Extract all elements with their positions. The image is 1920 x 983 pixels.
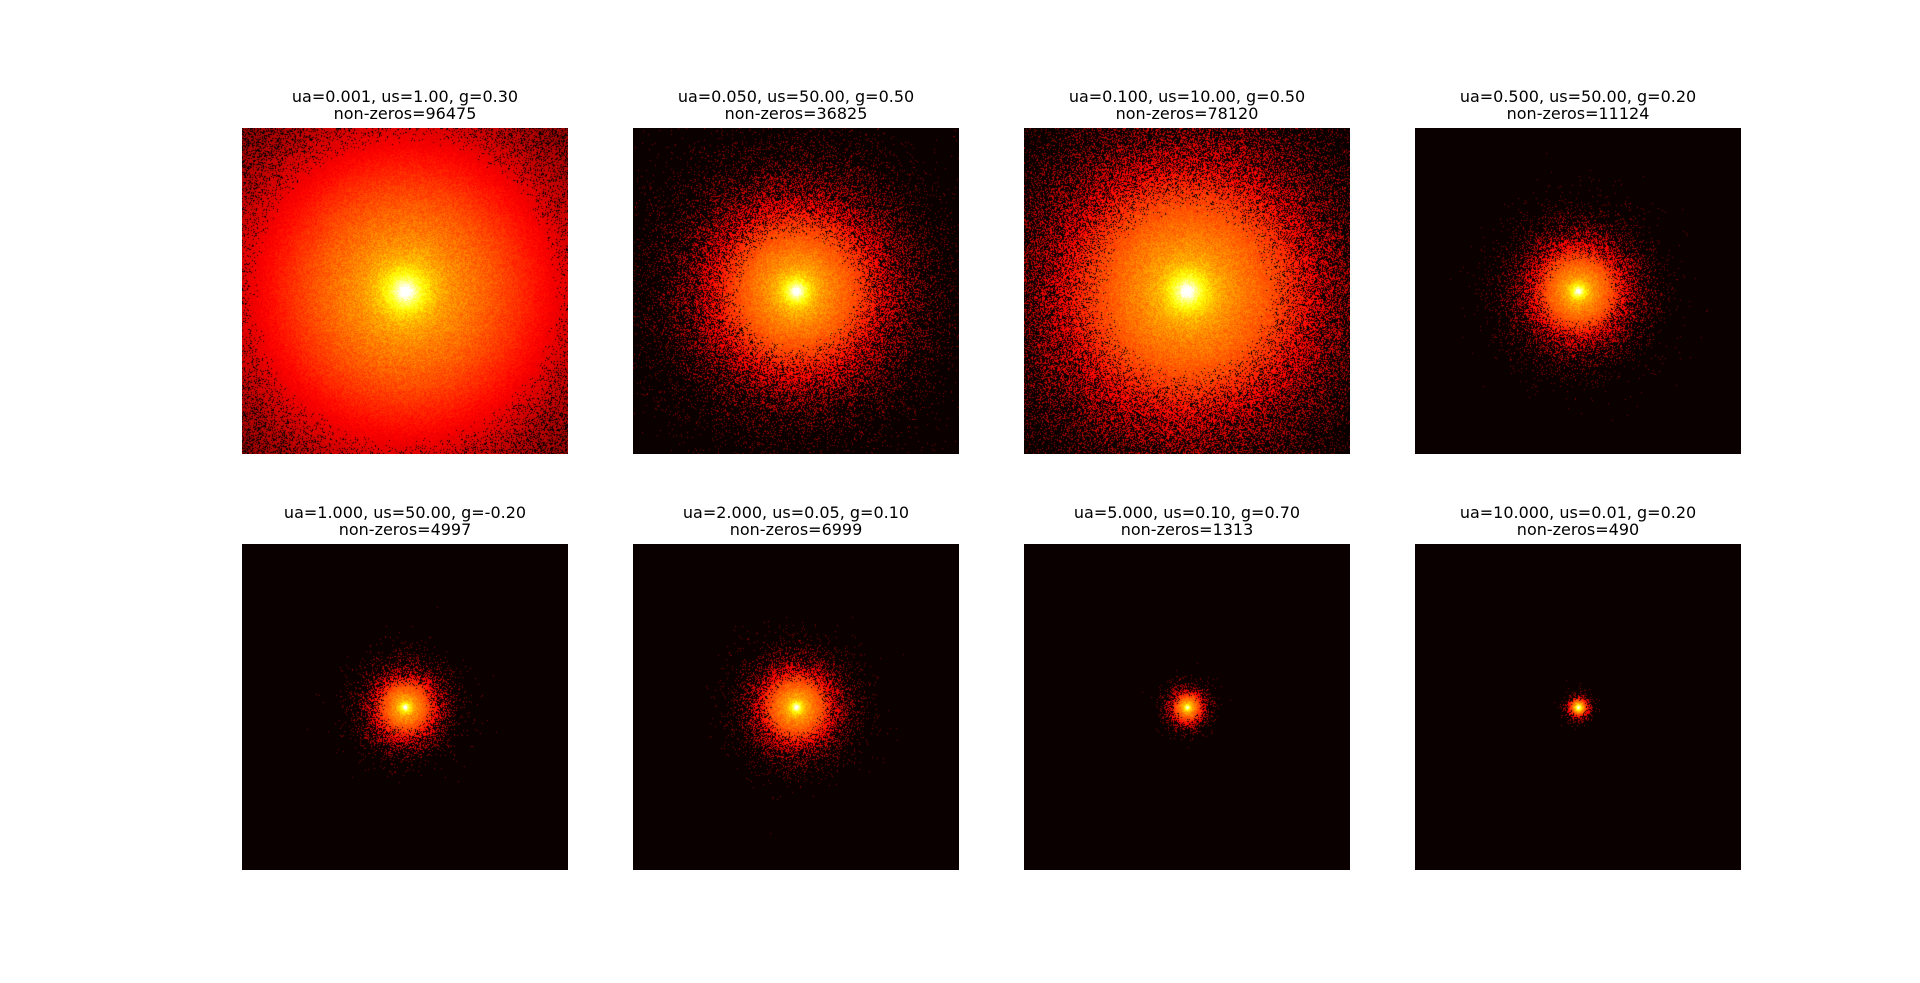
panel-title: ua=5.000, us=0.10, g=0.70 non-zeros=1313 (1024, 504, 1350, 538)
panel-title-nonzeros: non-zeros=4997 (338, 520, 472, 539)
heatmap-image (633, 128, 959, 454)
heatmap-image (1415, 128, 1741, 454)
panel-title: ua=0.500, us=50.00, g=0.20 non-zeros=111… (1415, 88, 1741, 122)
panel-title-nonzeros: non-zeros=490 (1516, 520, 1640, 539)
heatmap-image (1024, 544, 1350, 870)
heatmap-image (242, 544, 568, 870)
panel-title-params: ua=10.000, us=0.01, g=0.20 (1459, 503, 1697, 522)
panel-title: ua=2.000, us=0.05, g=0.10 non-zeros=6999 (633, 504, 959, 538)
heatmap-image (242, 128, 568, 454)
panel-title: ua=0.100, us=10.00, g=0.50 non-zeros=781… (1024, 88, 1350, 122)
heatmap-image (1415, 544, 1741, 870)
panel-title-nonzeros: non-zeros=78120 (1115, 104, 1259, 123)
panel-title-nonzeros: non-zeros=36825 (724, 104, 868, 123)
panel-title-params: ua=2.000, us=0.05, g=0.10 (682, 503, 910, 522)
panel-title-nonzeros: non-zeros=1313 (1120, 520, 1254, 539)
heatmap-image (633, 544, 959, 870)
panel-title-params: ua=1.000, us=50.00, g=-0.20 (283, 503, 527, 522)
panel-title-params: ua=0.100, us=10.00, g=0.50 (1068, 87, 1306, 106)
panel-title-params: ua=5.000, us=0.10, g=0.70 (1073, 503, 1301, 522)
panel-title-nonzeros: non-zeros=6999 (729, 520, 863, 539)
panel-title-nonzeros: non-zeros=96475 (333, 104, 477, 123)
panel-title: ua=1.000, us=50.00, g=-0.20 non-zeros=49… (242, 504, 568, 538)
panel-title: ua=10.000, us=0.01, g=0.20 non-zeros=490 (1415, 504, 1741, 538)
panel-title-params: ua=0.500, us=50.00, g=0.20 (1459, 87, 1697, 106)
panel-title: ua=0.001, us=1.00, g=0.30 non-zeros=9647… (242, 88, 568, 122)
panel-title-params: ua=0.001, us=1.00, g=0.30 (291, 87, 519, 106)
panel-title: ua=0.050, us=50.00, g=0.50 non-zeros=368… (633, 88, 959, 122)
panel-title-params: ua=0.050, us=50.00, g=0.50 (677, 87, 915, 106)
heatmap-image (1024, 128, 1350, 454)
panel-title-nonzeros: non-zeros=11124 (1506, 104, 1650, 123)
